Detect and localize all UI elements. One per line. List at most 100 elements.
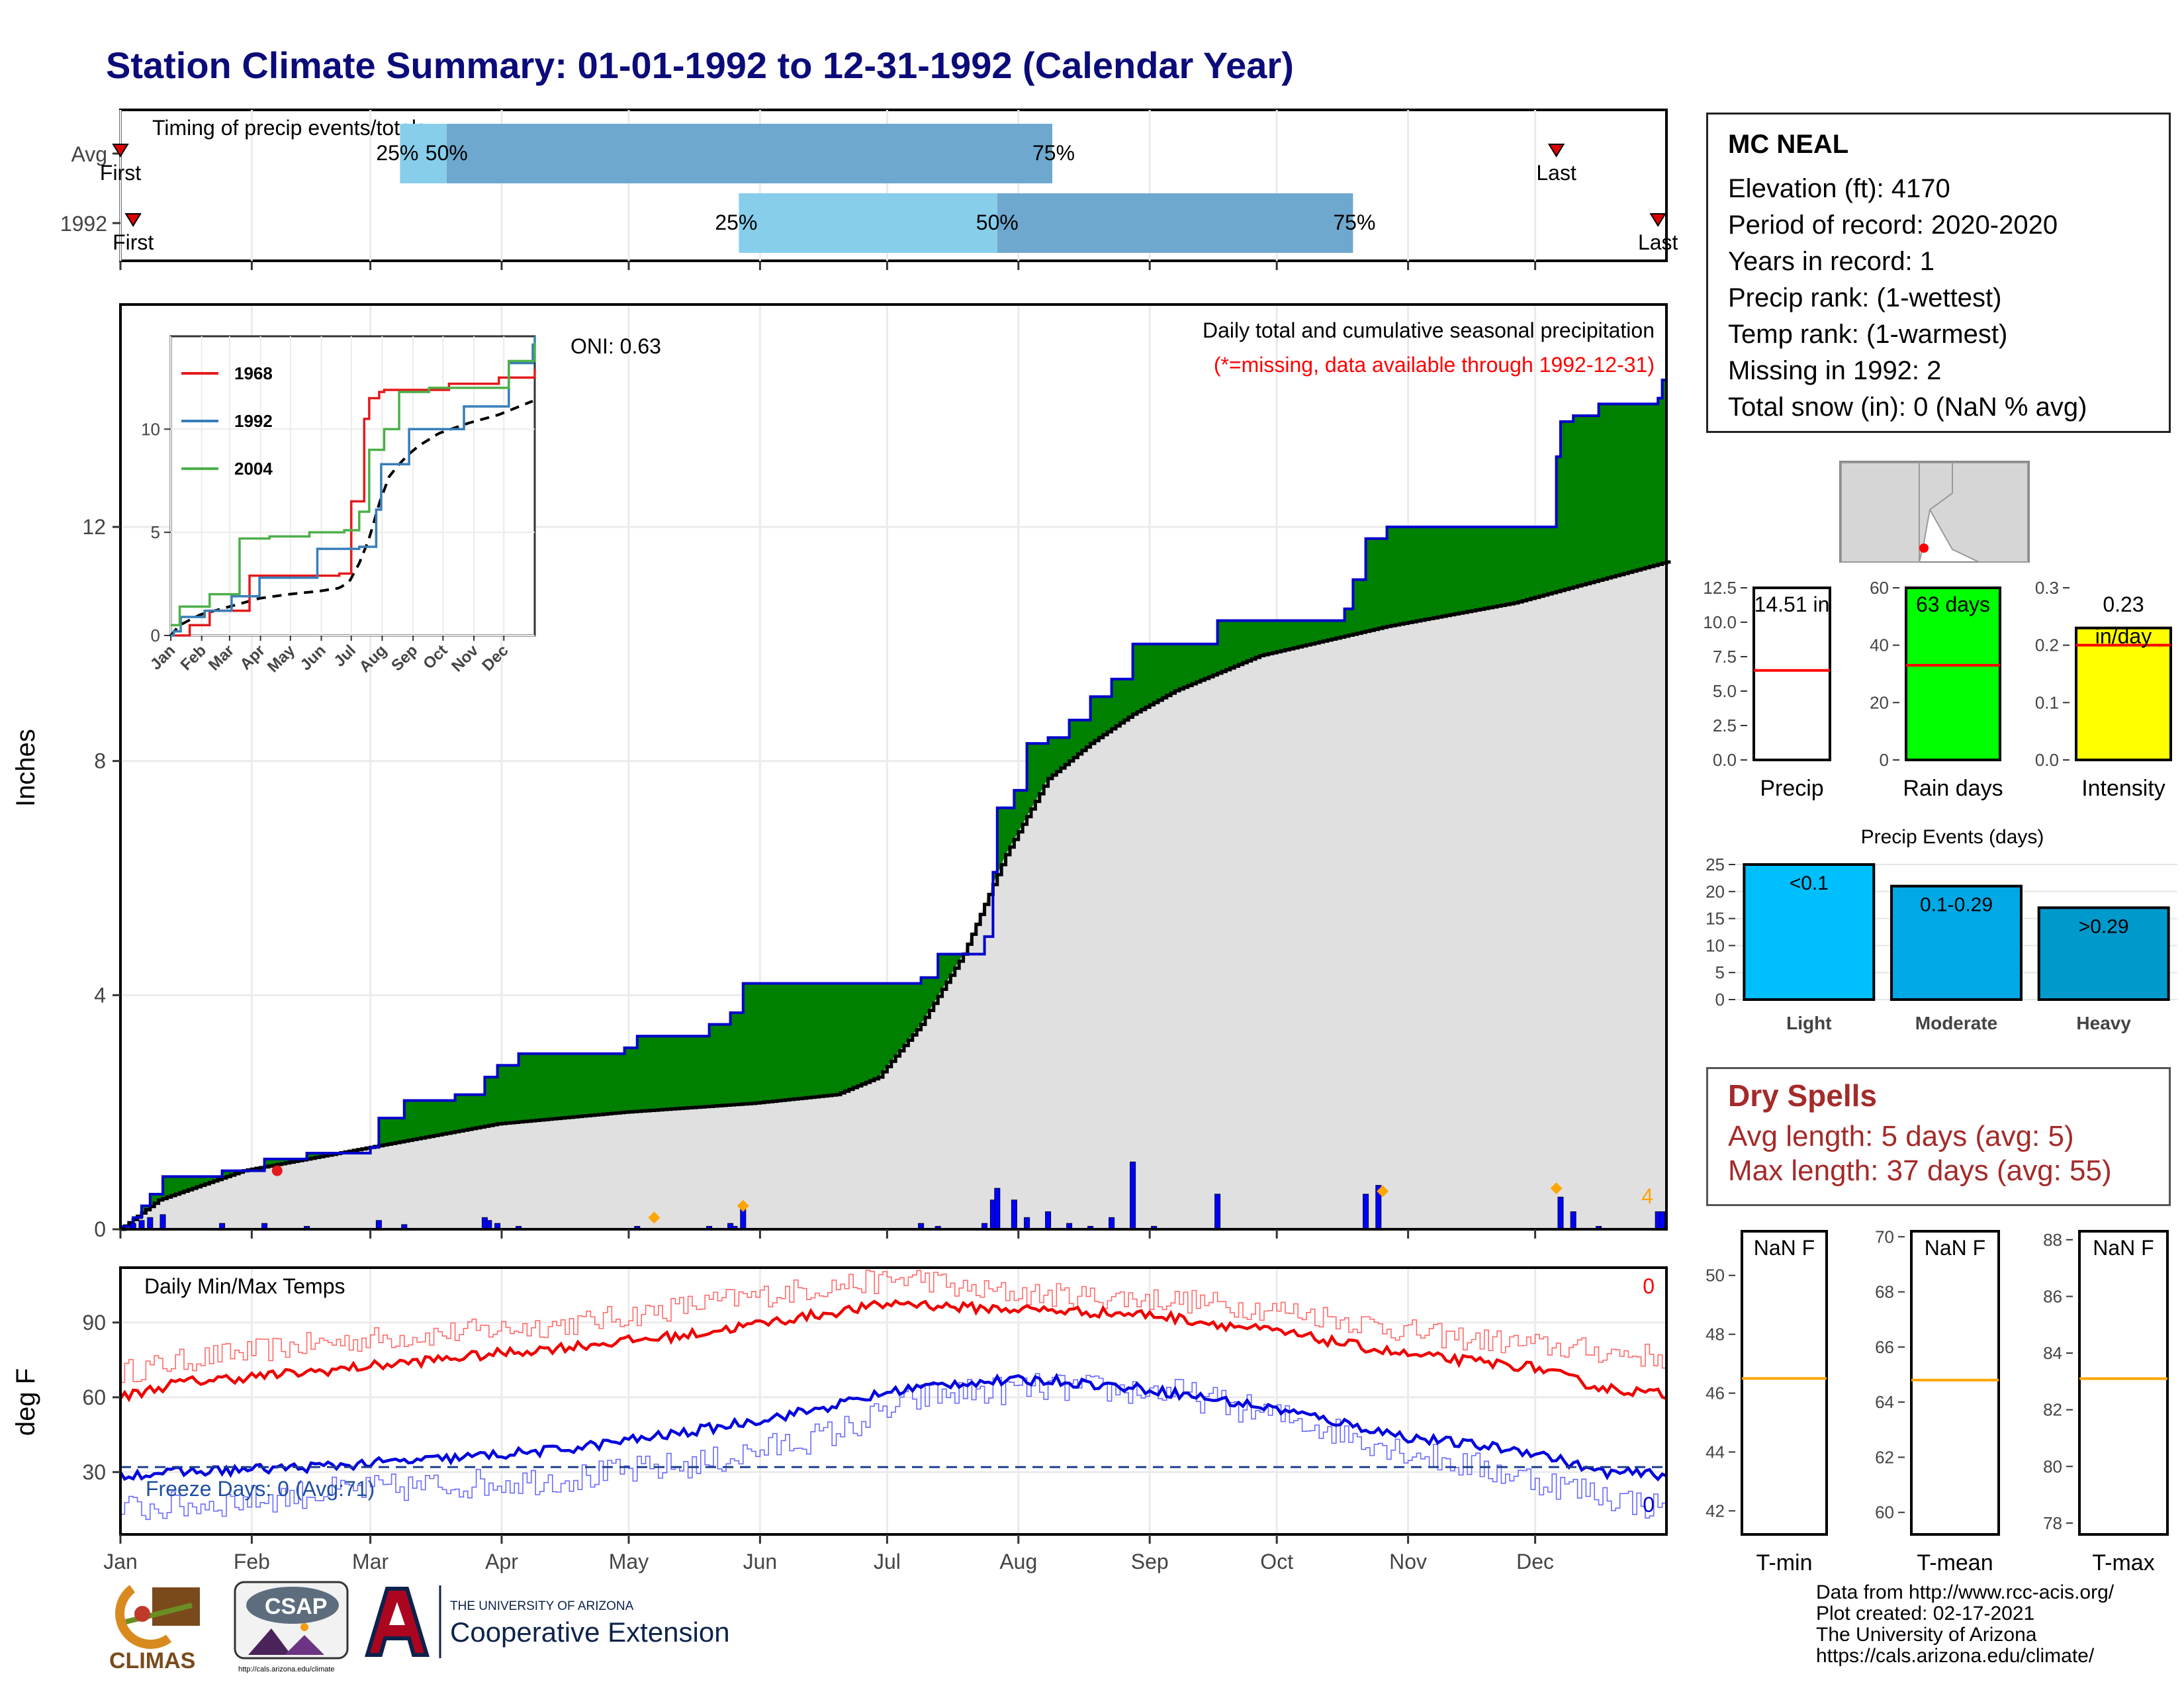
temp-frame	[119, 1266, 1668, 1536]
daily-precip-bar	[1214, 1194, 1221, 1230]
temp-x-tick-label: Nov	[1389, 1550, 1427, 1573]
rain-days-bar	[1905, 586, 2001, 761]
t-min-panel: 42 44 46 48 50 NaN F T-min	[1706, 1230, 1828, 1575]
timing-first-marker	[112, 144, 129, 158]
logo-strip: CLIMAS CSAP http://cals.arizona.edu/clim…	[106, 1575, 754, 1675]
precip-frame	[119, 303, 1668, 1231]
small-y-tick-label: 70	[1875, 1227, 1894, 1246]
small-y-tick-label: 88	[2043, 1230, 2062, 1250]
events-y-tick-label: 25	[1706, 855, 1725, 874]
temp-x-tick-label: Feb	[234, 1550, 270, 1573]
precip-events-title: Precip Events (days)	[1861, 826, 2044, 848]
intensity-x-label: Intensity	[2081, 776, 2165, 801]
timing-first-marker	[124, 213, 142, 227]
small-y-tick-label: 62	[1875, 1447, 1894, 1467]
events-bar-moderate	[1890, 884, 2023, 1002]
inset-series-1992	[171, 336, 536, 637]
csap-text: CSAP	[265, 1594, 327, 1619]
small-y-tick-label: 5.0	[1713, 681, 1737, 701]
small-y-tick-label: 66	[1875, 1337, 1894, 1357]
station-years: Years in record: 1	[1728, 247, 1935, 276]
map-state-california	[1841, 462, 1920, 563]
average-max-line	[119, 1299, 1667, 1403]
small-y-tick-label: 64	[1875, 1392, 1894, 1412]
daily-precip-bar	[159, 1214, 166, 1230]
daily-precip-bar	[1109, 1217, 1115, 1230]
inset-frame	[169, 335, 536, 637]
small-y-tick-label: 0.0	[2035, 750, 2059, 770]
temp-x-tick-label: Jun	[743, 1550, 778, 1573]
events-category-label: Moderate	[1915, 1013, 1997, 1033]
observed-max-line	[120, 1270, 1667, 1383]
temp-x-tick-label: Mar	[352, 1550, 388, 1573]
temp-x-tick-label: Sep	[1131, 1550, 1169, 1573]
precip-y-tick-label: 8	[94, 749, 106, 773]
precip-panel: 4 0 4 8 12 Inches Daily total and cumulative s…	[11, 303, 1671, 1241]
precip-y-tick-label: 0	[94, 1217, 106, 1241]
timing-pad	[0, 110, 119, 261]
temp-y-tick-label: 30	[82, 1460, 106, 1484]
small-y-tick-label: 86	[2043, 1286, 2062, 1306]
t-mean-x-label: T-mean	[1917, 1550, 1993, 1575]
timing-quartile-25-50	[739, 193, 997, 253]
small-y-tick-label: 60	[1875, 1503, 1894, 1523]
small-y-tick-label: 42	[1706, 1501, 1725, 1521]
t-mean-value-label: NaN F	[1925, 1236, 1985, 1260]
station-temp-rank: Temp rank: (1-warmest)	[1728, 320, 2008, 349]
temp-top-right-label: 0	[1643, 1274, 1655, 1298]
temp-x-tick-label: Oct	[1260, 1550, 1293, 1573]
rain-days-value-label: 63 days	[1916, 592, 1990, 616]
credit-line-source: Data from http://www.rcc-acis.org/	[1816, 1581, 2115, 1603]
logos-svg: CLIMAS CSAP http://cals.arizona.edu/clim…	[109, 1581, 730, 1673]
station-name: MC NEAL	[1728, 130, 1849, 159]
temp-x-tick-label: Jan	[103, 1550, 138, 1573]
small-y-tick-label: 60	[1870, 578, 1889, 598]
events-bar-label: 0.1-0.29	[1920, 894, 1993, 916]
t-mean-bar	[1910, 1230, 2000, 1536]
events-category-label: Heavy	[2076, 1013, 2131, 1033]
missing-data-marker	[737, 1199, 749, 1212]
timing-quartile-50-75	[446, 124, 1052, 183]
temp-x-tick-label: Jul	[874, 1550, 901, 1573]
timing-p25-label: 25%	[715, 211, 757, 234]
small-y-tick-label: 82	[2043, 1400, 2062, 1420]
freeze-days-label: Freeze Days: 0 (Avg:71)	[146, 1477, 375, 1501]
page-title: Station Climate Summary: 01-01-1992 to 1…	[106, 44, 1294, 86]
station-missing: Missing in 1992: 2	[1728, 356, 1942, 385]
dry-spells-title: Dry Spells	[1728, 1078, 1877, 1113]
daily-precip-bar	[1659, 1211, 1666, 1230]
timing-p75-label: 75%	[1032, 141, 1075, 165]
events-y-tick-label: 10	[1706, 935, 1725, 955]
small-y-tick-label: 84	[2043, 1343, 2062, 1363]
cumulative-1992-line	[119, 379, 1666, 1229]
small-y-tick-label: 46	[1706, 1383, 1725, 1403]
small-y-tick-label: 10.0	[1703, 612, 1737, 632]
timing-p75-label: 75%	[1333, 211, 1375, 234]
small-y-tick-label: 68	[1875, 1282, 1894, 1302]
intensity-value-label: 0.23	[2103, 592, 2144, 616]
timing-quartile-50-75	[997, 193, 1353, 253]
intensity-panel: 0.0 0.1 0.2 0.3 0.23 in/day Intensity	[2035, 578, 2172, 801]
small-y-tick-label: 48	[1706, 1325, 1725, 1344]
ua-big-text: Cooperative Extension	[450, 1617, 730, 1648]
dry-spells-box: Dry Spells Avg length: 5 days (avg: 5) M…	[1706, 1067, 2171, 1206]
credit-line-url: https://cals.arizona.edu/climate/	[1816, 1645, 2095, 1667]
daily-precip-bar	[1011, 1199, 1017, 1230]
events-y-tick-label: 0	[1715, 990, 1725, 1009]
climas-text: CLIMAS	[109, 1648, 195, 1673]
small-y-tick-label: 40	[1870, 635, 1889, 655]
timing-row-label: Avg	[71, 142, 107, 166]
station-total-snow: Total snow (in): 0 (NaN % avg)	[1728, 393, 2087, 422]
inset-series-2004	[171, 342, 536, 627]
dry-spells-avg: Avg length: 5 days (avg: 5)	[1728, 1120, 2074, 1152]
small-y-tick-label: 0	[1880, 750, 1889, 770]
station-precip-rank: Precip rank: (1-wettest)	[1728, 283, 2002, 312]
credit-line-created: Plot created: 02-17-2021	[1816, 1603, 2035, 1624]
temp-x-tick-label: Apr	[485, 1550, 518, 1573]
t-mean-panel: 60 62 64 66 68 70 NaN F T-mean	[1875, 1227, 2000, 1575]
daily-precip-bar	[1557, 1196, 1564, 1230]
events-y-tick-label: 5	[1715, 962, 1725, 982]
temp-y-tick-label: 60	[82, 1385, 106, 1409]
small-y-tick-label: 20	[1870, 692, 1889, 712]
timing-first-label: First	[113, 230, 154, 254]
